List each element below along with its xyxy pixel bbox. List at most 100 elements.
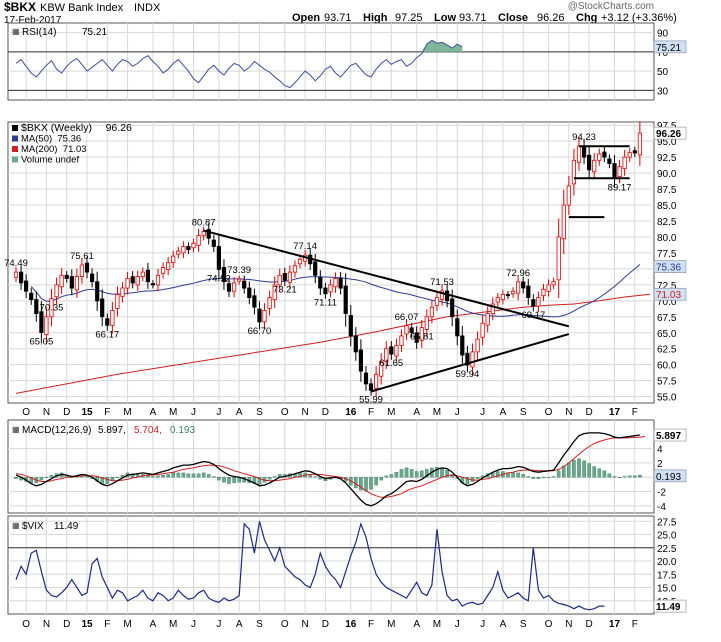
candle-body [23, 280, 29, 292]
vix-x-tick-label: F [632, 619, 638, 630]
rsi-title: RSI(14) [22, 27, 56, 38]
candle-body [181, 246, 186, 254]
macd-signal-line [15, 435, 645, 498]
candle-body [358, 349, 364, 372]
macd-histogram-bar [496, 471, 500, 478]
candle-body [140, 271, 145, 278]
vix-x-tick-label: 16 [345, 619, 357, 630]
price-tick-label: 97.5 [657, 121, 677, 132]
chart-symbol: $BKX [4, 0, 36, 14]
vix-x-tick-label: O [22, 619, 30, 630]
price-x-tick-label: A [413, 407, 420, 418]
candle-body [465, 352, 470, 366]
candle-body [379, 361, 384, 377]
trendline [370, 333, 570, 393]
price-tick-label: 90.0 [657, 169, 677, 180]
candle-body [602, 151, 607, 158]
vix-value: 11.49 [54, 521, 79, 532]
legend-name: $BKX (Weekly) [21, 122, 92, 134]
macd-histogram-bar [29, 477, 34, 484]
candle-body [607, 158, 612, 164]
axis-value-label-box [653, 469, 687, 483]
axis-value-label-box [653, 260, 687, 273]
macd-tick-label: -4 [657, 502, 666, 513]
price-x-tick-label: J [191, 407, 196, 418]
macd-histogram-bar [633, 475, 637, 478]
candle-body [409, 327, 414, 334]
candle-body [125, 278, 130, 289]
vix-panel-icon: ▦ [12, 521, 20, 530]
macd-histogram-bar [622, 476, 627, 478]
candle-body [399, 335, 404, 346]
candle-body [566, 185, 571, 206]
candle-body [500, 293, 506, 300]
price-x-tick-label: N [43, 407, 50, 418]
price-annotation: 66.07 [395, 312, 419, 323]
macd-histogram-bar [389, 474, 394, 478]
ohlc-label: Low [434, 12, 456, 24]
candle-body [338, 278, 343, 289]
macd-histogram-bar [546, 477, 551, 478]
vix-tick-label: 17.5 [657, 570, 677, 581]
price-tick-label: 95.0 [657, 137, 677, 148]
macd-histogram-bar [222, 477, 226, 483]
candle-body [282, 272, 287, 281]
axis-value-label: 0.193 [656, 472, 681, 483]
candle-body [455, 318, 460, 337]
price-tick-label: 77.5 [657, 249, 677, 260]
vix-x-tick-label: J [216, 619, 221, 630]
candle-body [64, 274, 69, 279]
price-tick-label: 82.5 [657, 217, 677, 228]
price-tick-label: 72.5 [657, 281, 677, 292]
candle-body [206, 229, 211, 239]
macd-histogram-bar [567, 462, 571, 478]
price-x-tick-label: F [368, 407, 374, 418]
price-x-tick-label: J [480, 407, 485, 418]
macd-histogram-bar [445, 469, 449, 478]
candle-body [587, 154, 592, 171]
candle-body [389, 346, 394, 355]
legend-name: MA(50) [21, 134, 52, 145]
candle-body [328, 284, 333, 293]
candle-body [18, 271, 24, 284]
panel-frame [7, 515, 655, 615]
candle-body [480, 322, 485, 338]
candle-body [160, 267, 166, 274]
price-tick-label: 92.5 [657, 153, 677, 164]
ohlc-value: 93.71 [324, 12, 352, 24]
axis-value-label-box [653, 599, 687, 613]
candle-body [120, 287, 125, 297]
candle-body [490, 303, 495, 315]
macd-histogram-bar [450, 474, 455, 478]
candle-body [150, 283, 155, 286]
candle-body [272, 284, 277, 300]
candle-body [216, 246, 221, 270]
macd-histogram-bar [110, 477, 115, 481]
price-tick-label: 87.5 [657, 185, 677, 196]
macd-histogram-bar [161, 474, 165, 478]
macd-histogram-bar [272, 476, 277, 478]
candle-body [333, 278, 338, 288]
candle-body [226, 283, 232, 292]
macd-histogram-bar [257, 477, 262, 485]
vix-tick-label: 25.0 [657, 531, 677, 542]
ohlc-value: +3.12 (+3.36%) [601, 12, 677, 24]
axis-value-label: 5.897 [656, 431, 681, 442]
candle-body [84, 262, 90, 273]
price-annotation: 71.53 [430, 277, 454, 288]
candle-body [69, 276, 74, 289]
candle-body [546, 284, 551, 292]
legend-swatch [12, 146, 18, 152]
candle-body [353, 335, 358, 353]
vix-x-tick-label: M [123, 619, 131, 630]
price-x-tick-label: M [433, 407, 441, 418]
price-annotation: 74.92 [207, 273, 231, 284]
macd-histogram-bar [384, 475, 389, 478]
macd-histogram-bar [404, 467, 409, 478]
candle-body [429, 306, 435, 318]
candle-body [439, 290, 445, 300]
vix-x-tick-label: M [433, 619, 441, 630]
candle-body [571, 159, 577, 185]
trendline [203, 229, 570, 328]
macd-histogram-bar [617, 477, 622, 478]
